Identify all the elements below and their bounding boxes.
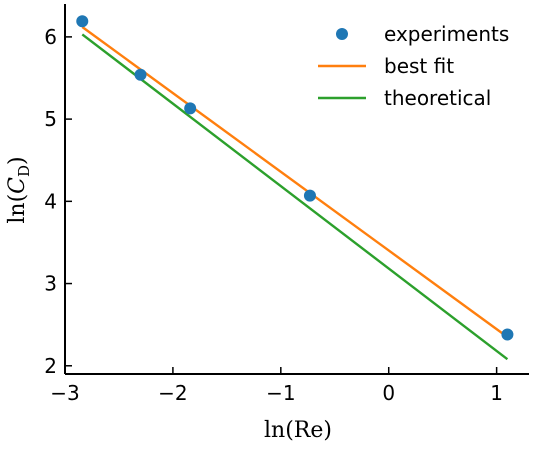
y-tick-label: 3 (44, 272, 57, 296)
x-tick-label: 1 (490, 381, 503, 405)
legend-label-theoretical: theoretical (384, 86, 491, 110)
y-axis-label-prefix: ln( (5, 194, 30, 224)
y-axis-label: ln(CD) (5, 156, 33, 223)
legend: experiments best fit theoretical (318, 22, 509, 110)
best-fit-line (81, 26, 509, 338)
experiments-point (303, 189, 316, 202)
y-axis-label-suffix: ) (5, 156, 30, 165)
plot-area (76, 15, 514, 361)
x-tick-label: −1 (266, 381, 295, 405)
x-tick-label: −3 (50, 381, 79, 405)
y-axis-label-subscript: D (15, 165, 33, 177)
axes: −3 −2 −1 0 1 2 3 4 5 6 (44, 4, 529, 405)
legend-label-experiments: experiments (384, 22, 509, 46)
y-axis-label-variable: C (5, 177, 30, 194)
y-tick-label: 6 (44, 25, 57, 49)
experiments-point (501, 328, 514, 341)
x-tick-label: 0 (382, 381, 395, 405)
theoretical-line (81, 33, 509, 361)
y-tick-label: 5 (44, 107, 57, 131)
experiments-point (76, 15, 89, 28)
x-tick-label: −2 (158, 381, 187, 405)
experiments-point (184, 102, 197, 115)
legend-label-best-fit: best fit (384, 54, 454, 78)
experiments-point (134, 68, 147, 81)
legend-marker-experiments (336, 28, 348, 40)
x-axis-label: ln(Re) (264, 418, 332, 443)
y-tick-label: 2 (44, 354, 57, 378)
y-tick-label: 4 (44, 189, 57, 213)
